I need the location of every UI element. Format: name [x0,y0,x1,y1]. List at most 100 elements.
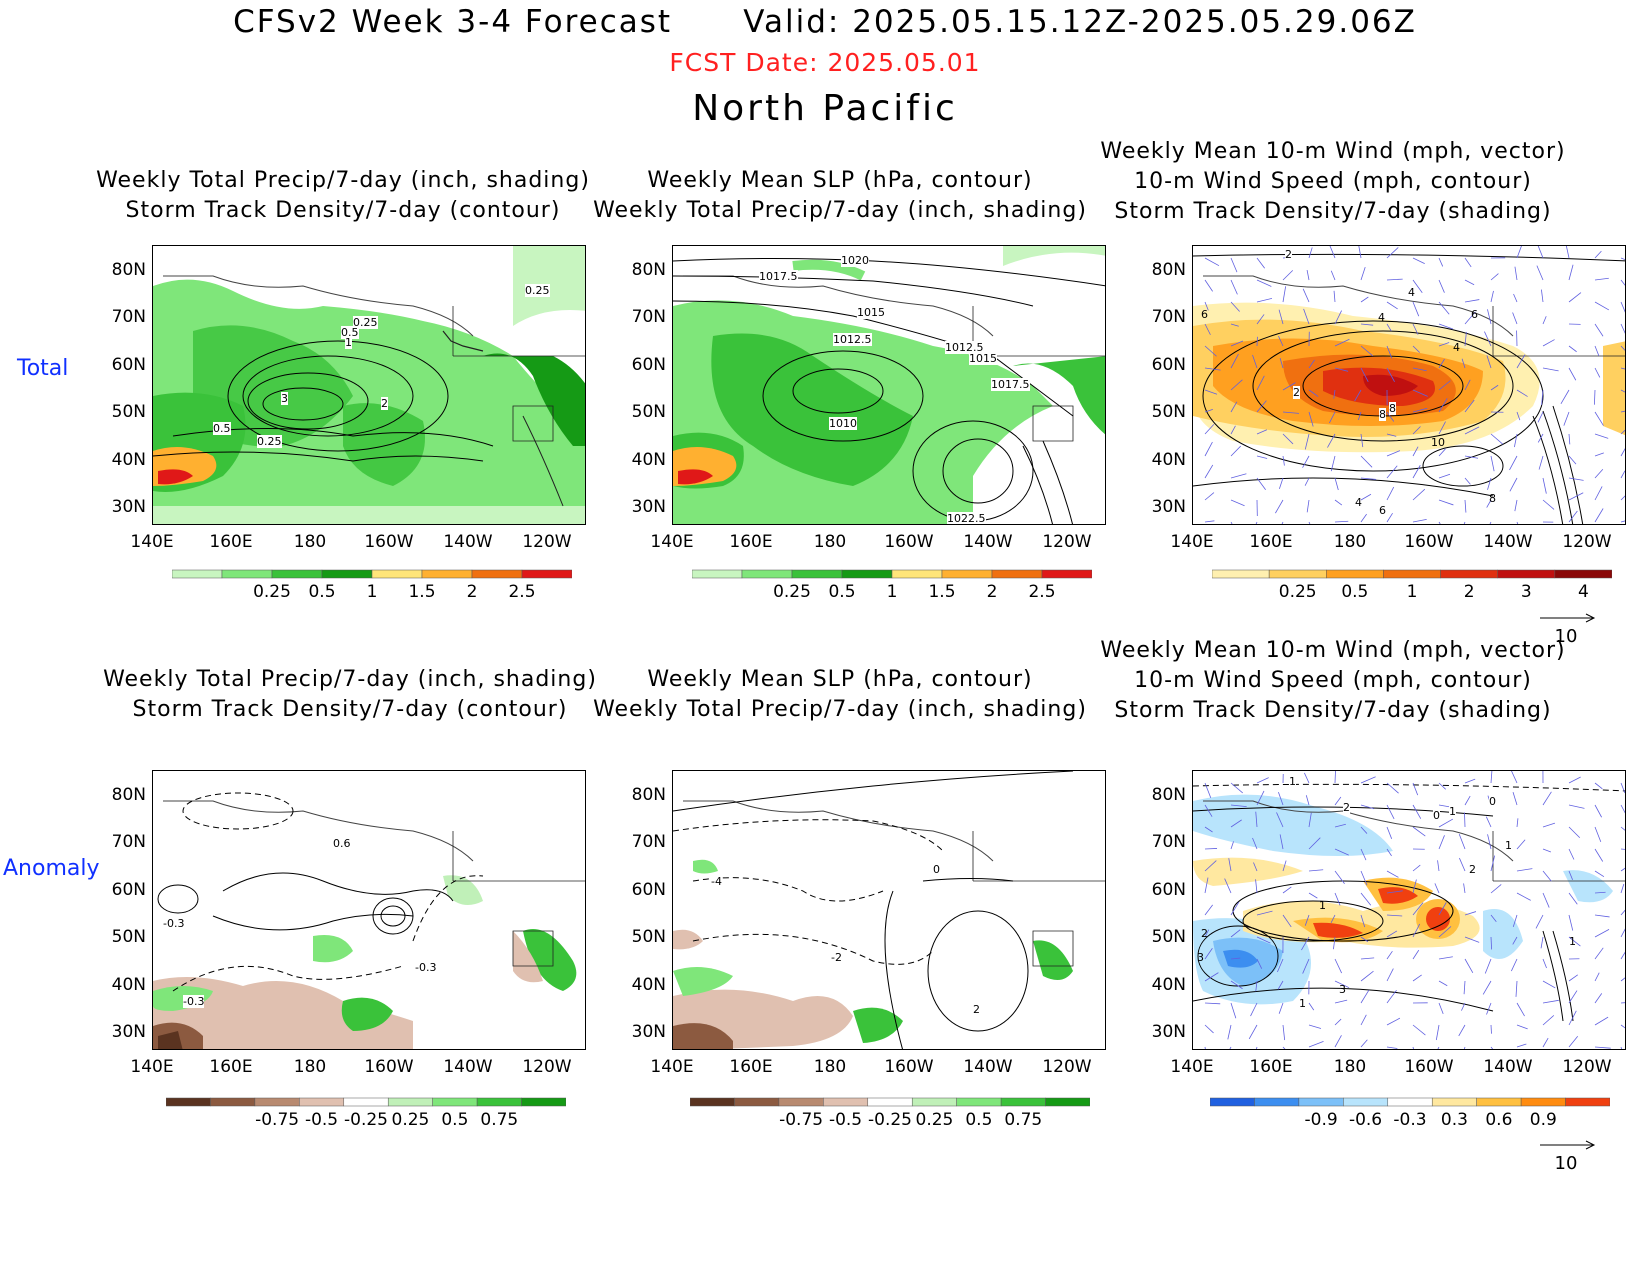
wind-vector [1542,958,1547,969]
wind-vector [1620,848,1625,850]
colorbar-precip-anomaly: -0.75 -0.5 -0.25 0.25 0.5 0.75 [166,1096,566,1136]
colorbar-tick-label: 0.25 [773,582,811,602]
wind-vector [1308,812,1312,828]
wind-vector [1594,993,1603,1004]
contour-label: -0.3 [415,961,437,974]
wind-vector [1305,795,1310,806]
wind-vector [1464,311,1476,325]
colorbar-tick-label: 2 [1463,582,1475,602]
lat-tick-label: 40N [1151,975,1186,995]
map-wind-anomaly: 1 2 0 1 0 1 2 3 1 1 3 2 1 [1192,770,1626,1050]
wind-vector [1412,804,1422,819]
colorbar-tick-label: 0.25 [391,1110,430,1130]
wind-vector [1250,1002,1258,1017]
forecast-date: FCST Date: 2025.05.01 [669,48,981,77]
wind-vector [1438,448,1446,457]
wind-vector [1306,499,1310,513]
wind-vector [1594,508,1604,523]
colorbar-swatch [1497,569,1556,579]
wind-vector [1256,936,1271,944]
wind-vector [1230,257,1238,273]
wind-vector [1330,270,1336,281]
wind-vector [1490,936,1492,950]
colorbar-tick-label: 0.25 [1278,582,1317,602]
lon-tick-label: 160W [1404,532,1454,552]
wind-vector [1256,1046,1258,1049]
wind-vector [1620,1046,1623,1049]
colorbar-swatch [1326,569,1384,579]
wind-vector [1542,499,1555,510]
contour-label: 2 [1293,386,1300,399]
wind-vector [1594,914,1610,918]
contour-label: 4 [1408,286,1415,299]
contour-label: 2 [381,397,388,410]
wind-vector [1308,1002,1315,1011]
wind-vector [1516,411,1521,421]
wind-vector [1360,1039,1368,1048]
wind-vector [1438,257,1444,267]
wind-vector [1386,950,1393,960]
colorbar-tick-label: 3 [1520,582,1532,602]
wind-vector [1255,980,1258,992]
wind-vector [1204,1046,1206,1049]
wind-vector [1516,354,1526,369]
map-frame: 0 -4 -2 2 [672,770,1106,1050]
wind-vector [1386,1017,1401,1026]
wind-vector [1204,257,1220,267]
wind-vector [1386,870,1399,878]
colorbar-swatch [271,569,323,579]
colorbar-swatch [1431,1097,1477,1107]
wind-vector [1412,257,1425,264]
map-frame: 0.6 -0.3 -0.3 -0.3 [152,770,586,1050]
wind-vector [1463,883,1466,894]
wind-vector [1204,947,1213,960]
wind-vector [1463,1046,1466,1049]
wind-vector [1594,1016,1609,1026]
wind-vector [1282,411,1299,414]
wind-vector [1438,980,1448,987]
wind-vector [1482,980,1492,995]
wind-vector [1204,301,1209,311]
map-svg [1193,246,1625,524]
wind-vector [1204,848,1218,850]
wind-vector [1308,869,1324,872]
contour-label: 2 [1285,248,1292,261]
lon-tick-label: 180 [293,532,327,552]
title-line: Weekly Mean 10-m Wind (mph, vector) [1100,638,1566,663]
reference-arrow-icon [1540,613,1596,623]
wind-vector [1204,1024,1214,1034]
wind-vector [1542,791,1552,806]
colorbar-tick-label: 1 [366,582,378,602]
contour-label: 2 [1469,863,1476,876]
wind-vector [1412,949,1420,960]
wind-vector [1509,455,1518,471]
wind-vector [1435,1024,1440,1041]
lat-tick-label: 80N [111,260,146,280]
wind-vector [1594,870,1605,878]
colorbar-svg [172,569,572,579]
colorbar-tick-label: 2.5 [508,582,536,602]
wind-vector [1204,1002,1221,1005]
wind-vector [1256,910,1273,916]
wind-vector [1438,926,1452,938]
wind-vector [1360,367,1369,383]
wind-vector [1438,301,1450,315]
wind-vector [1334,367,1349,372]
wind-vector [1620,951,1625,960]
panel-title-precip-total: Weekly Total Precip/7-day (inch, shading… [73,166,613,226]
wind-vector [1412,407,1428,413]
wind-vector [1360,989,1370,1004]
colorbar-svg [692,569,1092,579]
wind-vector [1594,433,1609,439]
wind-vector [1412,446,1419,457]
wind-vector [1303,308,1310,325]
wind-vector [1412,389,1428,397]
wind-vector [1511,771,1518,784]
wind-vector [1386,930,1398,938]
wind-vector [1302,288,1310,303]
wind-vector [1386,890,1403,894]
wind-vector [1542,870,1552,882]
wind-vector [1541,289,1544,303]
wind-vector [1304,772,1310,784]
wind-vector [1256,477,1266,490]
